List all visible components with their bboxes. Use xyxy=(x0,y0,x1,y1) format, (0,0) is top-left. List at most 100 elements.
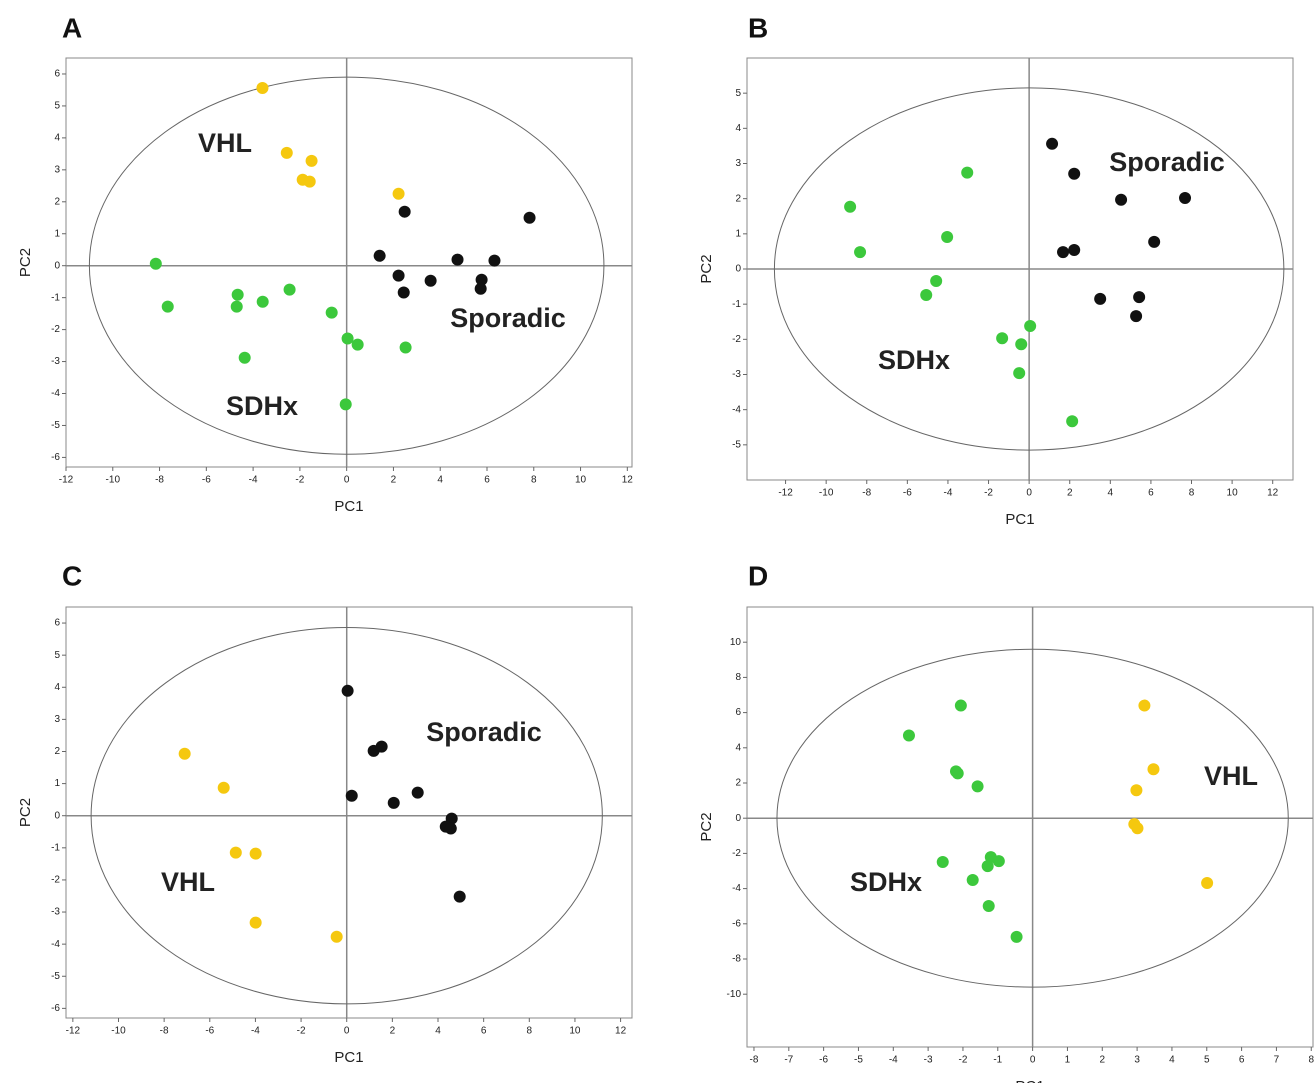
data-point xyxy=(341,684,354,697)
data-point xyxy=(902,729,915,742)
y-tick-label: 1 xyxy=(54,778,60,789)
data-point xyxy=(1046,137,1059,150)
data-point xyxy=(397,286,410,299)
x-tick-label: -6 xyxy=(202,475,211,486)
y-tick-label: 0 xyxy=(735,813,741,824)
data-point xyxy=(238,351,251,364)
data-point xyxy=(1131,822,1144,835)
data-point xyxy=(936,856,949,869)
y-axis-title: PC2 xyxy=(698,254,715,283)
x-tick-label: 6 xyxy=(484,475,490,486)
x-axis-title: PC1 xyxy=(1015,1078,1044,1083)
data-point xyxy=(474,282,487,295)
x-tick-label: -3 xyxy=(924,1055,933,1066)
y-tick-label: 0 xyxy=(735,264,741,275)
x-tick-label: 0 xyxy=(344,475,350,486)
panel: B-12 -10 -8 -6 -4 -2 0 2 4 6 8 10 12-5-4-3-2-1012345… xyxy=(698,12,1294,528)
data-point xyxy=(1068,167,1081,180)
x-tick-label: -10 xyxy=(819,488,834,499)
y-tick-label: 6 xyxy=(54,618,60,629)
data-point xyxy=(330,930,343,943)
data-point xyxy=(961,166,974,179)
x-tick-label: 10 xyxy=(1227,488,1239,499)
data-point xyxy=(1179,191,1192,204)
data-point xyxy=(399,341,412,354)
group-label: SDHx xyxy=(850,867,922,897)
x-tick-label: -2 xyxy=(295,475,304,486)
y-tick-label: 2 xyxy=(54,746,60,757)
data-point xyxy=(1013,367,1026,380)
x-tick-label: 8 xyxy=(1189,488,1195,499)
y-tick-label: -8 xyxy=(732,954,741,965)
x-tick-label: 2 xyxy=(1067,488,1073,499)
group-label: Sporadic xyxy=(1109,147,1225,177)
x-axis-title: PC1 xyxy=(334,498,363,515)
x-tick-label: 0 xyxy=(1030,1055,1036,1066)
panel: C-12 -10 -8 -6 -4 -2 0 2 4 6 8 10 12-6-5-4-3-2-10123… xyxy=(17,560,633,1066)
data-point xyxy=(1010,930,1023,943)
x-tick-label: 6 xyxy=(1148,488,1154,499)
data-point xyxy=(992,855,1005,868)
data-point xyxy=(854,246,867,259)
x-tick-label: -8 xyxy=(155,475,164,486)
x-tick-label: 3 xyxy=(1134,1055,1140,1066)
x-tick-label: 0 xyxy=(1026,488,1032,499)
x-tick-label: 4 xyxy=(435,1026,441,1037)
y-tick-label: -6 xyxy=(732,918,741,929)
y-tick-label: -10 xyxy=(727,989,742,1000)
group-label: Sporadic xyxy=(450,303,566,333)
plot-frame xyxy=(65,606,633,1019)
data-point xyxy=(930,274,943,287)
group-label: SDHx xyxy=(878,345,950,375)
x-tick-label: -1 xyxy=(993,1055,1002,1066)
x-tick-label: -4 xyxy=(251,1026,260,1037)
data-point xyxy=(488,254,501,267)
y-tick-label: -1 xyxy=(51,292,60,303)
data-point xyxy=(981,860,994,873)
x-tick-label: -2 xyxy=(984,488,993,499)
y-tick-label: 1 xyxy=(54,228,60,239)
data-point xyxy=(1068,244,1081,257)
x-tick-label: 4 xyxy=(437,475,443,486)
panel-letter: A xyxy=(62,12,82,43)
data-point xyxy=(954,699,967,712)
x-tick-label: -8 xyxy=(862,488,871,499)
y-tick-label: -3 xyxy=(732,369,741,380)
data-point xyxy=(283,283,296,296)
y-tick-label: 2 xyxy=(54,196,60,207)
y-tick-label: 2 xyxy=(735,193,741,204)
y-tick-label: -5 xyxy=(732,439,741,450)
group-label: VHL xyxy=(1204,761,1258,791)
data-point xyxy=(229,846,242,859)
x-tick-label: -10 xyxy=(111,1026,126,1037)
data-point xyxy=(161,300,174,313)
group-label: VHL xyxy=(198,128,252,158)
y-tick-label: 10 xyxy=(730,637,742,648)
y-tick-label: -4 xyxy=(732,883,741,894)
data-point xyxy=(1115,193,1128,206)
y-tick-label: -1 xyxy=(51,842,60,853)
data-point xyxy=(523,211,536,224)
data-point xyxy=(1133,291,1146,304)
y-tick-label: 5 xyxy=(735,88,741,99)
data-point xyxy=(411,786,424,799)
confidence-ellipse xyxy=(776,648,1289,988)
y-axis-title: PC2 xyxy=(17,248,34,277)
data-point xyxy=(996,332,1009,345)
data-point xyxy=(1147,763,1160,776)
data-point xyxy=(844,200,857,213)
data-point xyxy=(373,249,386,262)
x-tick-label: -12 xyxy=(66,1026,81,1037)
y-tick-label: -2 xyxy=(732,848,741,859)
panel-letter: C xyxy=(62,560,82,591)
data-point xyxy=(217,781,230,794)
data-point xyxy=(424,274,437,287)
data-point xyxy=(1057,246,1070,259)
y-tick-label: 0 xyxy=(54,810,60,821)
x-tick-label: -8 xyxy=(160,1026,169,1037)
y-tick-label: -1 xyxy=(732,299,741,310)
panel-letter: B xyxy=(748,12,768,43)
x-tick-label: -6 xyxy=(819,1055,828,1066)
data-point xyxy=(249,847,262,860)
confidence-ellipse xyxy=(88,76,605,455)
